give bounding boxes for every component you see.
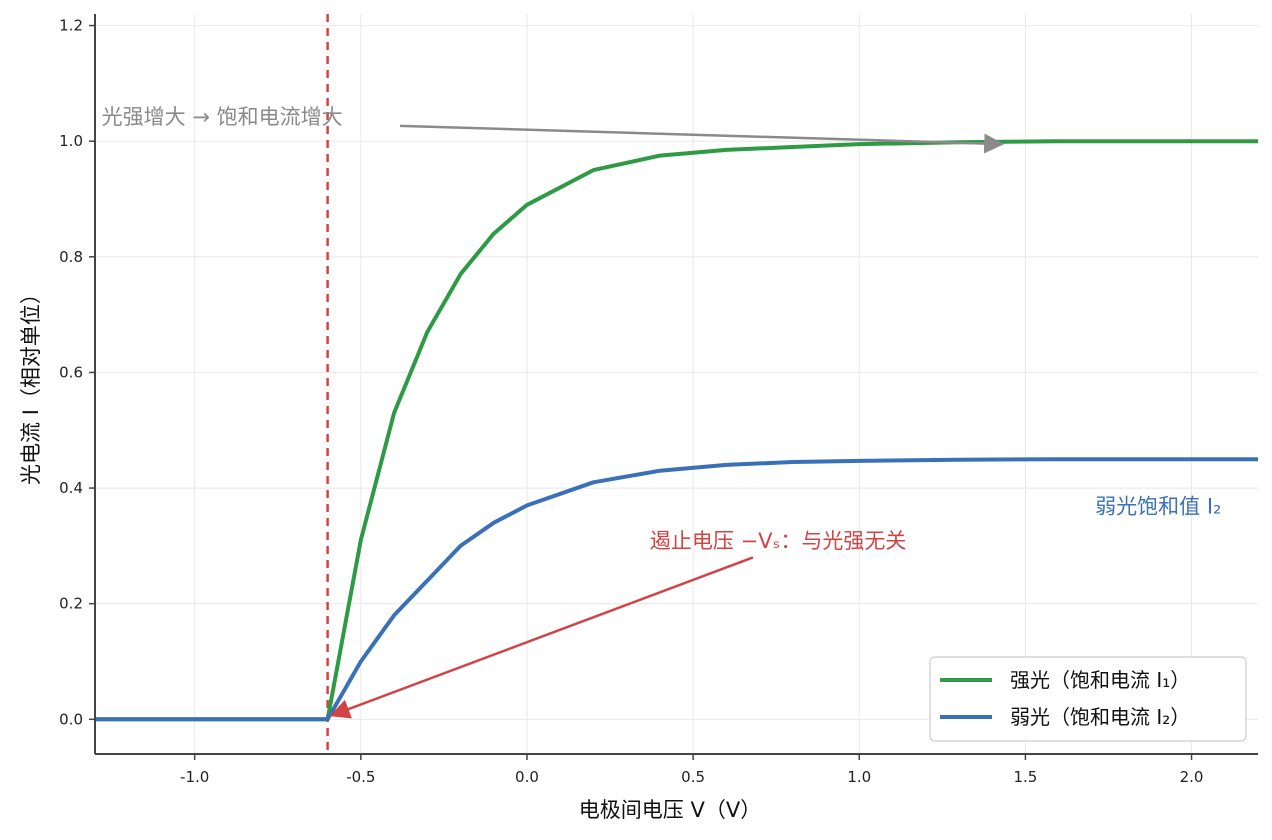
- stopping-voltage-arrow: [329, 556, 754, 719]
- x-tick-label: 2.0: [1180, 768, 1204, 786]
- y-tick-label: 0.4: [59, 479, 83, 497]
- weak-saturation-label: 弱光饱和值 I₂: [1095, 494, 1221, 518]
- y-tick-label: 0.0: [59, 710, 83, 728]
- x-tick-label: 0.5: [681, 768, 705, 786]
- tick-labels: -1.0 -0.5 0.0 0.5 1.0 1.5 2.0 0.0 0.2 0.4 0.6 0.8 1.…: [59, 17, 1203, 786]
- series-line-2: [95, 457, 1258, 722]
- legend-label-1: 强光（饱和电流 I₁）: [1010, 668, 1190, 692]
- legend-label-2: 弱光（饱和电流 I₂）: [1010, 705, 1190, 729]
- y-tick-label: 1.2: [59, 17, 83, 35]
- saturation-arrow: [399, 124, 1005, 154]
- x-tick-label: -1.0: [180, 768, 209, 786]
- x-tick-label: -0.5: [346, 768, 375, 786]
- y-tick-label: 0.2: [59, 595, 83, 613]
- x-tick-label: 1.0: [847, 768, 871, 786]
- y-tick-label: 0.8: [59, 248, 83, 266]
- x-tick-label: 1.5: [1013, 768, 1037, 786]
- y-axis-label: 光电流 I（相对单位）: [19, 283, 43, 485]
- stopping-voltage-annotation: 遏止电压 −Vₛ：与光强无关: [650, 529, 906, 553]
- x-axis-label: 电极间电压 V（V）: [579, 798, 761, 822]
- axes: [94, 14, 1258, 755]
- y-tick-label: 1.0: [59, 132, 83, 150]
- legend: 强光（饱和电流 I₁） 弱光（饱和电流 I₂）: [929, 656, 1247, 742]
- legend-box: [929, 656, 1247, 742]
- series-layer: [95, 139, 1258, 722]
- series-line-1: [95, 139, 1258, 722]
- y-tick-label: 0.6: [59, 363, 83, 381]
- x-tick-label: 0.0: [515, 768, 539, 786]
- saturation-annotation: 光强增大 → 饱和电流增大: [102, 105, 343, 129]
